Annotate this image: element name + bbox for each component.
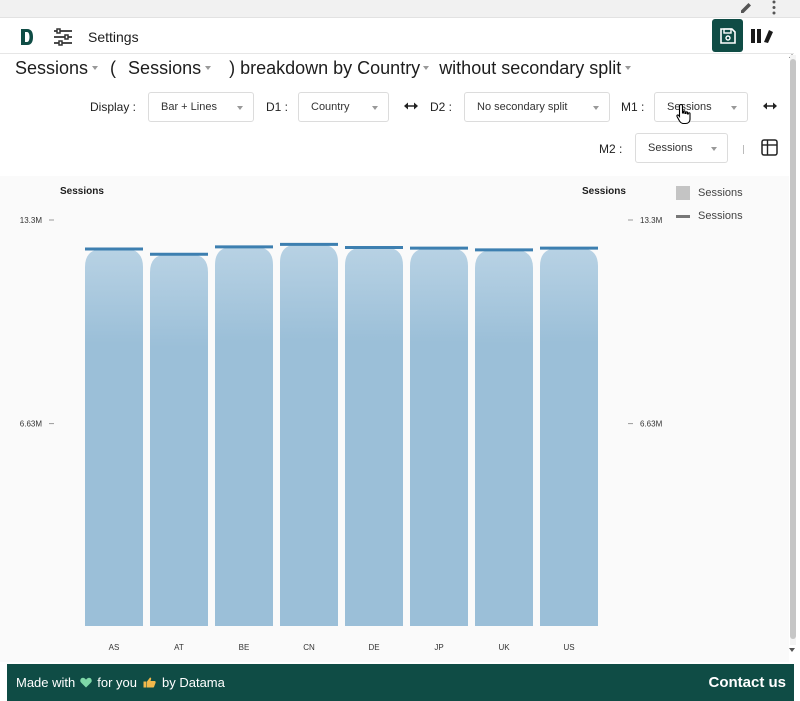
bar-jp[interactable] (410, 248, 468, 626)
chevron-down-icon[interactable] (423, 66, 430, 70)
bar-de[interactable] (345, 247, 403, 626)
swap-arrows-icon[interactable] (762, 101, 778, 111)
m1-label: M1 : (621, 100, 645, 114)
title-metric: Sessions (15, 57, 89, 78)
page-edge (0, 662, 7, 701)
heart-icon (80, 677, 92, 688)
chevron-down-icon (237, 106, 243, 110)
chevron-down-icon (205, 66, 212, 70)
made-with-label: Made with (16, 675, 76, 690)
title-breakdown-text: ) breakdown by Country (229, 57, 421, 78)
bar-uk[interactable] (475, 249, 533, 627)
legend-item-line[interactable]: Sessions (676, 210, 743, 222)
bar-us[interactable] (540, 248, 598, 626)
legend-bar-swatch (676, 186, 690, 200)
chevron-down-icon (92, 66, 99, 70)
divider (743, 145, 744, 154)
bar-be[interactable] (215, 246, 273, 626)
vertical-scrollbar[interactable] (790, 55, 796, 645)
x-tick-label: JP (434, 643, 443, 652)
x-tick-label: AT (174, 643, 184, 652)
d1-value: Country (311, 101, 350, 113)
m2-label: M2 : (599, 142, 623, 156)
d2-label: D2 : (430, 100, 453, 114)
right-tick-label: 13.3M (640, 216, 663, 225)
title-metric2-dropdown[interactable]: Sessions (128, 57, 212, 79)
d1-label: D1 : (266, 100, 289, 114)
app-header: Settings (0, 18, 794, 54)
legend-item-bar[interactable]: Sessions (676, 186, 743, 200)
bar-cn[interactable] (280, 244, 338, 626)
left-axis-title: Sessions (60, 186, 104, 197)
x-tick-label: CN (303, 643, 315, 652)
save-icon (719, 27, 736, 44)
legend-label: Sessions (698, 210, 743, 222)
x-tick-label: AS (109, 643, 120, 652)
settings-sliders-icon[interactable] (53, 28, 73, 46)
right-tick-label: 6.63M (640, 420, 663, 429)
title-open-paren: ( (110, 57, 117, 78)
left-tick-label: 13.3M (20, 216, 43, 225)
display-value: Bar + Lines (161, 101, 217, 113)
settings-label[interactable]: Settings (88, 29, 139, 45)
scroll-down-arrow[interactable] (789, 648, 795, 652)
left-tick-label: 6.63M (20, 420, 43, 429)
d1-select[interactable]: Country (298, 92, 389, 122)
title-split-dropdown[interactable]: without secondary split (439, 57, 632, 79)
chevron-down-icon (711, 147, 717, 151)
title-metric2: Sessions (128, 57, 202, 78)
by-datama-label: by Datama (162, 675, 225, 690)
for-you-label: for you (97, 675, 137, 690)
m1-value: Sessions (667, 101, 712, 113)
sessions-by-country-chart: Sessions Sessions 13.3M6.63M 13.3M6.63M … (20, 186, 663, 652)
m1-select[interactable]: Sessions (654, 92, 748, 122)
thumbs-up-icon (143, 677, 156, 688)
pen-icon[interactable] (737, 0, 755, 17)
title-split-text: without secondary split (439, 57, 622, 78)
bar-as[interactable] (85, 249, 143, 626)
save-button[interactable] (712, 19, 743, 52)
x-tick-label: BE (239, 643, 250, 652)
title-metric-dropdown[interactable]: Sessions (15, 57, 99, 79)
d2-value: No secondary split (477, 101, 568, 113)
chevron-down-icon (625, 66, 632, 70)
x-tick-label: US (563, 643, 574, 652)
legend-line-swatch (676, 214, 690, 218)
more-vert-icon[interactable] (768, 0, 780, 17)
logo-icon[interactable] (20, 28, 34, 46)
contact-us-link[interactable]: Contact us (708, 674, 786, 691)
browser-top-strip (0, 0, 800, 18)
swap-arrows-icon[interactable] (403, 101, 419, 111)
x-tick-label: DE (368, 643, 379, 652)
d2-select[interactable]: No secondary split (464, 92, 610, 122)
analysis-title: Sessions ( Sessions ) breakdown by Count… (15, 57, 632, 79)
right-axis-title: Sessions (582, 186, 626, 197)
footer: Made with for you by Datama Contact us (7, 664, 794, 701)
legend-label: Sessions (698, 187, 743, 199)
made-with-text: Made with for you by Datama (16, 675, 225, 690)
chevron-down-icon (731, 106, 737, 110)
display-label: Display : (90, 100, 137, 114)
bar-at[interactable] (150, 254, 208, 626)
scrollbar-thumb[interactable] (790, 59, 796, 639)
chevron-down-icon (372, 106, 378, 110)
m2-select[interactable]: Sessions (635, 133, 728, 163)
m2-value: Sessions (648, 142, 693, 154)
table-view-icon[interactable] (761, 139, 778, 156)
display-select[interactable]: Bar + Lines (148, 92, 254, 122)
library-icon[interactable] (750, 27, 774, 45)
chevron-down-icon (593, 106, 599, 110)
x-tick-label: UK (498, 643, 510, 652)
